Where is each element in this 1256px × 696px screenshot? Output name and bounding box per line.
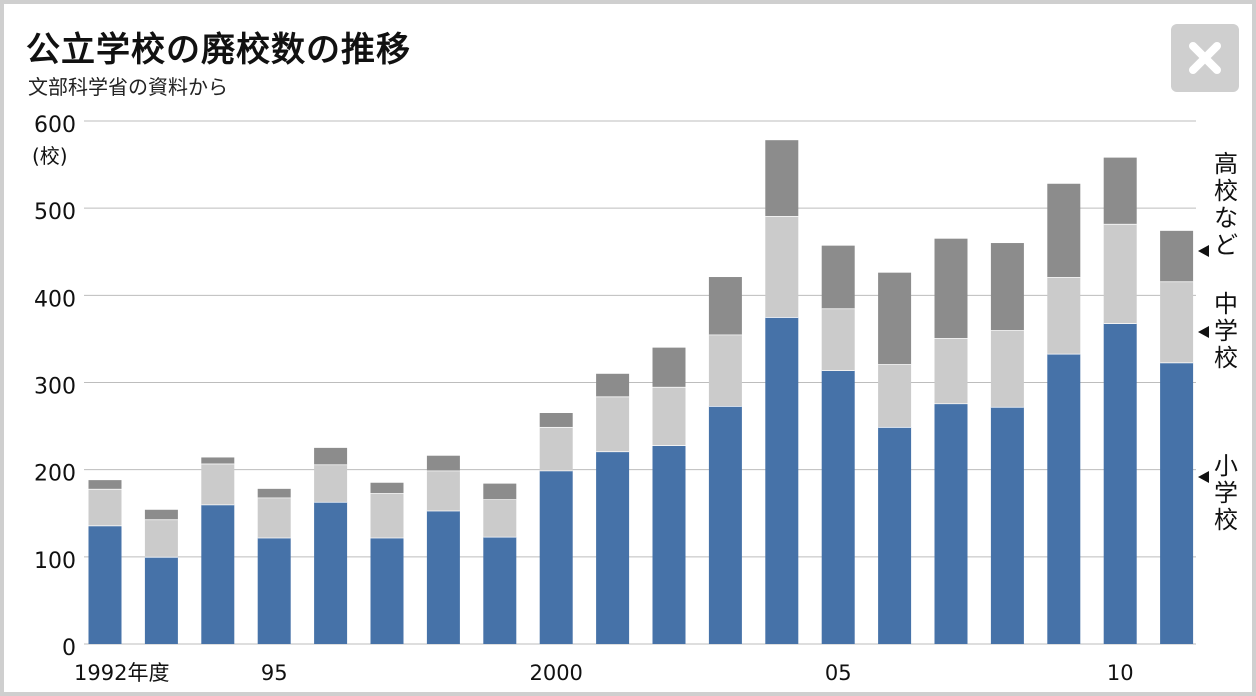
bar-segment [483, 483, 517, 500]
legend-pointer-icon [1198, 245, 1209, 257]
bar-segment [144, 509, 178, 520]
chart-subtitle: 文部科学省の資料から [28, 75, 228, 99]
bar-segment [88, 480, 122, 489]
bar-segment [934, 338, 968, 404]
legend-label-char: 校 [1214, 506, 1238, 534]
bar-segment [426, 455, 460, 471]
bar-segment [257, 537, 291, 644]
bar-segment [765, 140, 799, 217]
bar-segment [201, 504, 235, 644]
bar-segment [1047, 277, 1081, 354]
legend-label-char: 校 [1214, 344, 1238, 372]
y-tick-label: 400 [34, 287, 76, 312]
bar-segment [201, 457, 235, 464]
close-button[interactable] [1171, 24, 1239, 92]
bar-segment [708, 406, 742, 644]
bar-segment [370, 537, 404, 644]
bar-segment [314, 464, 348, 502]
bar-segment [201, 463, 235, 505]
bar-segment [144, 519, 178, 557]
bar-segment [652, 347, 686, 387]
bar-segment [1047, 353, 1081, 644]
bar-segment [370, 493, 404, 538]
chart-title: 公立学校の廃校数の推移 [26, 30, 411, 70]
bar-segment [1047, 183, 1081, 278]
legend-pointer-icon [1198, 326, 1209, 338]
x-tick-label: 95 [261, 661, 288, 685]
bar-segment [426, 470, 460, 511]
bar-segment [990, 330, 1024, 407]
bar-segment [878, 364, 912, 427]
bar-segment [596, 396, 630, 452]
bar-segment [708, 334, 742, 407]
legend-label-char: 高 [1214, 150, 1238, 178]
legend-label-char: 中 [1214, 290, 1238, 318]
bar-segment [1160, 362, 1194, 644]
bar-segment [821, 370, 855, 644]
bar-segment [370, 482, 404, 494]
bar-segment [539, 413, 573, 427]
bar-segment [821, 308, 855, 371]
bar-segment [1103, 223, 1137, 324]
y-tick-label: 600 [34, 113, 76, 138]
bar-segment [426, 510, 460, 644]
close-icon [1189, 42, 1221, 74]
bar-segment [314, 501, 348, 644]
bar-segment [652, 386, 686, 446]
bar-segment [878, 272, 912, 365]
bar-segment [539, 426, 573, 471]
bar-segment [596, 373, 630, 397]
bar-segment [765, 317, 799, 644]
legend-label-char: 小 [1214, 452, 1238, 480]
legend-label-char: 校 [1214, 177, 1238, 205]
legend-label-char: な [1214, 204, 1238, 232]
x-tick-label: 2000 [529, 661, 582, 685]
bar-segment [257, 497, 291, 538]
bar-segment [1103, 157, 1137, 224]
bar-segment [990, 406, 1024, 644]
bar-segment [1160, 281, 1194, 363]
bar-segment [878, 426, 912, 644]
bar-segment [708, 277, 742, 335]
bar-segment [144, 556, 178, 644]
bar-segment [483, 499, 517, 537]
y-tick-label: 200 [34, 462, 76, 487]
bar-segment [652, 445, 686, 644]
bar-segment [821, 245, 855, 309]
bar-segment [596, 451, 630, 644]
x-tick-label: 10 [1107, 661, 1134, 685]
bar-segment [1160, 230, 1194, 282]
legend-label-char: 学 [1214, 479, 1238, 507]
y-tick-label: 300 [34, 375, 76, 400]
legend-label-char: 学 [1214, 317, 1238, 345]
legend-label-char: ど [1214, 231, 1238, 259]
bar-segment [934, 403, 968, 644]
y-axis-unit-label: (校) [32, 144, 68, 168]
bar-segment [765, 216, 799, 318]
y-tick-label: 100 [34, 549, 76, 574]
bar-segment [1103, 323, 1137, 644]
y-tick-label: 0 [62, 636, 76, 661]
x-tick-label: 05 [825, 661, 852, 685]
bar-segment [483, 536, 517, 644]
bar-segment [257, 488, 291, 498]
bar-segment [539, 470, 573, 644]
bar-segment [990, 243, 1024, 331]
bar-segment [934, 238, 968, 339]
legend-pointer-icon [1198, 471, 1209, 483]
bar-segment [314, 447, 348, 465]
bar-segment [88, 488, 122, 526]
bar-segment [88, 525, 122, 644]
y-tick-label: 500 [34, 200, 76, 225]
x-tick-label: 1992年度 [74, 661, 169, 685]
